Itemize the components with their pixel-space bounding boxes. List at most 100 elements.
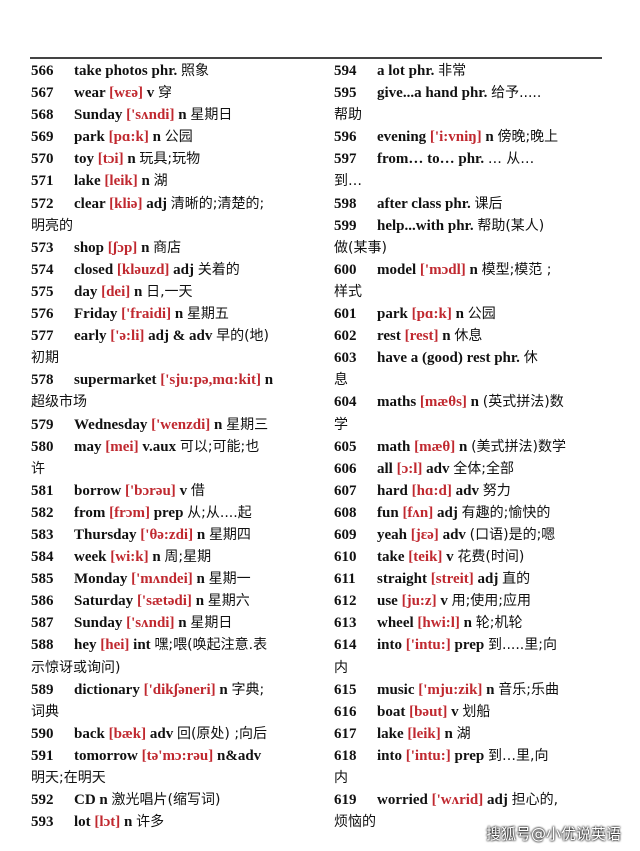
vocab-entry: 567 wear [wɛə] v 穿 [31,82,323,104]
vocab-entry: 579 Wednesday ['wenzdi] n 星期三 [31,414,323,436]
entry-part-of-speech: adv [442,526,466,543]
entry-part-of-speech: adj [477,571,499,588]
entry-part-of-speech: phr. [458,151,485,168]
right-column: 594 a lot phr. 非常 595 give...a hand phr. 给… [334,60,606,833]
entry-phonetic: ['intu:] [405,747,451,764]
entry-part-of-speech: n [455,306,464,323]
entry-phonetic: ['mɔdl] [419,261,466,278]
entry-meaning-continued: 烦恼的 [334,814,376,831]
entry-meaning: … 从… [487,151,535,168]
entry-part-of-speech: n [195,593,205,610]
entry-meaning: 玩具;玩物 [139,151,201,168]
entry-phonetic: [ʃɔp] [107,239,138,256]
entry-part-of-speech: adj [173,261,195,278]
entry-phonetic: [streit] [430,571,474,588]
entry-number: 617 [334,725,357,742]
entry-word: music [377,681,415,698]
vocab-entry: 574 closed [kləuzd] adj 关着的 [31,259,323,281]
entry-phonetic: [dei] [101,283,131,300]
entry-number: 566 [31,63,54,79]
entry-part-of-speech: n [486,681,495,698]
vocab-entry: 576 Friday ['fraidi] n 星期五 [31,303,323,325]
entry-phonetic: ['mʌndei] [131,571,193,588]
entry-meaning: 担心的, [511,792,559,809]
entry-number: 597 [334,151,357,168]
entry-word: a lot [377,63,405,79]
entry-number: 567 [31,85,54,102]
entry-word: supermarket [74,372,157,389]
entry-number: 575 [31,283,54,300]
left-column: 566 take photos phr. 照象 567 wear [wɛə] v 穿… [31,60,323,833]
entry-word: worried [377,792,428,809]
entry-part-of-speech: adj [437,504,458,521]
vocab-entry: 571 lake [leik] n 湖 [31,170,323,192]
entry-meaning: 休息 [454,328,483,345]
entry-number: 612 [334,593,357,610]
entry-part-of-speech: v [451,703,459,720]
entry-part-of-speech: n [469,261,478,278]
entry-number: 587 [31,615,54,632]
entry-part-of-speech: n&adv [217,747,262,764]
entry-part-of-speech: n [196,526,206,543]
entry-phonetic: ['dikʃəneri] [143,681,216,698]
entry-word: into [377,637,403,654]
entry-meaning: 照象 [180,63,209,79]
entry-part-of-speech: phr. [494,350,520,367]
entry-part-of-speech: v [440,593,448,610]
entry-part-of-speech: int [133,637,151,654]
entry-word: rest [377,328,401,345]
vocab-entry: 581 borrow ['bɔrəu] v 借 [31,480,323,502]
entry-number: 571 [31,173,54,190]
entry-phonetic: [tə'mɔ:rəu] [141,747,214,764]
entry-meaning: 到.....里;向 [488,637,557,654]
entry-number: 568 [31,107,54,124]
entry-word: help...with [377,217,445,234]
entry-word: Sunday [74,615,123,632]
vocab-entry: 602 rest [rest] n 休息 [334,325,606,347]
entry-part-of-speech: n [178,615,187,632]
entry-phonetic: [bæk] [108,725,147,742]
entry-meaning-continued: 明天;在明天 [31,770,106,786]
vocab-entry: 588 hey [hei] int 嘿;喂(唤起注意.表 [31,634,323,656]
vocab-entry: 604 maths [mæθs] n (英式拼法)数 [334,391,606,413]
entry-number: 615 [334,681,357,698]
entry-meaning: (美式拼法)数学 [471,438,567,455]
vocab-entry: 601 park [pɑ:k] n 公园 [334,303,606,325]
entry-number: 593 [31,814,54,831]
entry-phonetic: [jɛə] [410,526,439,543]
entry-number: 585 [31,571,54,588]
entry-number: 579 [31,416,54,433]
entry-meaning: 周;星期 [164,549,212,566]
entry-meaning: 从;从....起 [187,504,252,521]
top-rule [30,57,602,59]
entry-number: 577 [31,328,54,345]
entry-phonetic: ['i:vniŋ] [429,129,482,146]
entry-part-of-speech: prep [454,747,485,764]
entry-word: from… to… [377,151,455,168]
entry-number: 582 [31,504,54,521]
entry-word: wheel [377,615,414,632]
entry-phonetic: ['wenzdi] [151,416,211,433]
entry-part-of-speech: n [264,372,274,389]
entry-word: day [74,283,98,300]
vocab-entry: 596 evening ['i:vniŋ] n 傍晚;晚上 [334,126,606,148]
entry-part-of-speech: adj [487,792,508,809]
vocab-entry: 615 music ['mju:zik] n 音乐;乐曲 [334,679,606,701]
vocab-entry: 599 help...with phr. 帮助(某人) [334,215,606,237]
entry-phonetic: ['sʌndi] [126,615,175,632]
entry-part-of-speech: n [141,173,150,190]
entry-meaning: 可以;可能;也 [179,438,260,455]
vocab-entry: 603 have a (good) rest phr. 休 [334,347,606,369]
vocab-entry: 570 toy [tɔi] n 玩具;玩物 [31,148,323,170]
vocab-entry: 587 Sunday ['sʌndi] n 星期日 [31,612,323,634]
entry-part-of-speech: phr. [408,63,435,79]
entry-part-of-speech: n [152,549,161,566]
entry-word: may [74,438,102,455]
entry-number: 609 [334,526,357,543]
entry-number: 574 [31,261,54,278]
entry-word: yeah [377,526,407,543]
entry-phonetic: [tɔi] [97,151,124,168]
vocab-entry: 575 day [dei] n 日,一天 [31,281,323,303]
entry-number: 580 [31,438,54,455]
entry-meaning: 日,一天 [146,283,193,300]
